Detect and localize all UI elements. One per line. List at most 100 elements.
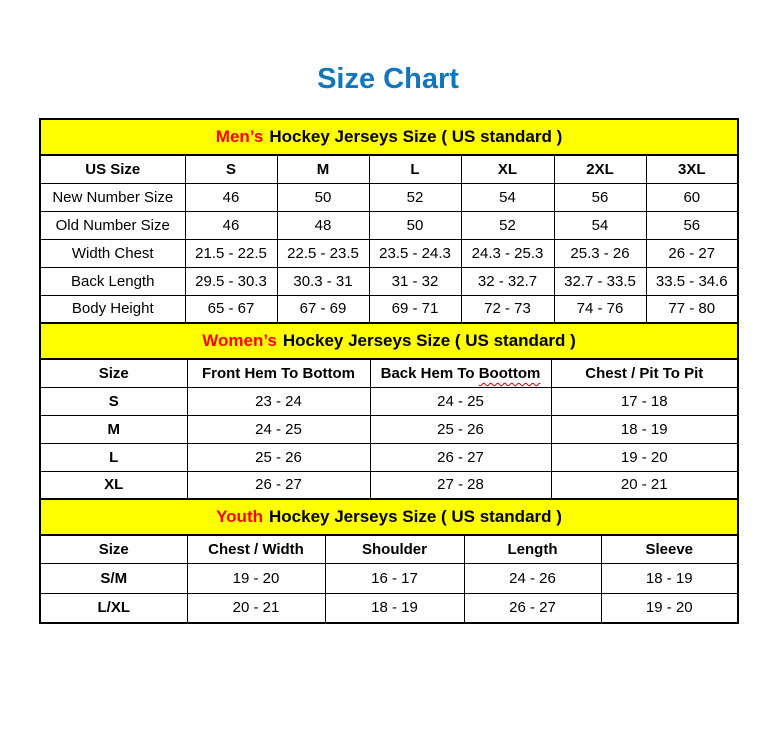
table-cell: 24 - 26 bbox=[463, 562, 602, 594]
misspelled-word: Boottom bbox=[478, 364, 541, 382]
row-label: Body Height bbox=[39, 294, 186, 324]
table-cell: 19 - 20 bbox=[600, 592, 739, 624]
table-cell: 26 - 27 bbox=[463, 592, 602, 624]
youth-section-text: Hockey Jerseys Size ( US standard ) bbox=[269, 507, 562, 526]
table-cell: 33.5 - 34.6 bbox=[645, 266, 739, 296]
table-cell: 74 - 76 bbox=[553, 294, 647, 324]
table-cell: 50 bbox=[368, 210, 462, 240]
table-cell: 24 - 25 bbox=[186, 414, 371, 444]
column-header: Chest / Pit To Pit bbox=[550, 358, 739, 388]
mens-size-table: Men’s Hockey Jerseys Size ( US standard )… bbox=[38, 118, 740, 324]
row-label: L/XL bbox=[39, 592, 188, 624]
table-row: Old Number Size 46 48 50 52 54 56 bbox=[39, 210, 739, 240]
table-cell: 26 - 27 bbox=[645, 238, 739, 268]
table-cell: 26 - 27 bbox=[369, 442, 552, 472]
table-row: S 23 - 24 24 - 25 17 - 18 bbox=[39, 386, 739, 416]
table-cell: 25 - 26 bbox=[186, 442, 371, 472]
table-cell: 16 - 17 bbox=[324, 562, 465, 594]
row-label: XL bbox=[39, 470, 188, 500]
table-cell: 46 bbox=[184, 210, 278, 240]
table-row: S/M 19 - 20 16 - 17 24 - 26 18 - 19 bbox=[39, 562, 739, 594]
table-cell: 21.5 - 22.5 bbox=[184, 238, 278, 268]
womens-section-text: Hockey Jerseys Size ( US standard ) bbox=[282, 331, 576, 350]
table-cell: 18 - 19 bbox=[324, 592, 465, 624]
table-cell: 77 - 80 bbox=[645, 294, 739, 324]
column-header: Sleeve bbox=[600, 534, 739, 564]
column-header: Chest / Width bbox=[186, 534, 326, 564]
column-header-misspelled: Back Hem To Boottom bbox=[369, 358, 552, 388]
column-header: Length bbox=[463, 534, 602, 564]
table-cell: 72 - 73 bbox=[460, 294, 555, 324]
womens-column-header-row: Size Front Hem To Bottom Back Hem To Boo… bbox=[39, 358, 739, 388]
table-cell: 26 - 27 bbox=[186, 470, 371, 500]
column-header: L bbox=[368, 154, 462, 184]
column-header: US Size bbox=[39, 154, 186, 184]
row-label: S/M bbox=[39, 562, 188, 594]
column-header: M bbox=[276, 154, 370, 184]
youth-section-header-cell: Youth Hockey Jerseys Size ( US standard ) bbox=[38, 498, 740, 536]
table-cell: 20 - 21 bbox=[550, 470, 739, 500]
womens-section-header: Women’s Hockey Jerseys Size ( US standard… bbox=[38, 322, 740, 360]
table-cell: 52 bbox=[460, 210, 555, 240]
column-header: 3XL bbox=[645, 154, 739, 184]
table-cell: 29.5 - 30.3 bbox=[184, 266, 278, 296]
table-cell: 24.3 - 25.3 bbox=[460, 238, 555, 268]
table-cell: 67 - 69 bbox=[276, 294, 370, 324]
mens-section-accent: Men’s bbox=[215, 127, 264, 146]
table-cell: 50 bbox=[276, 182, 370, 212]
table-cell: 48 bbox=[276, 210, 370, 240]
table-cell: 54 bbox=[553, 210, 647, 240]
table-cell: 23.5 - 24.3 bbox=[368, 238, 462, 268]
table-cell: 56 bbox=[645, 210, 739, 240]
womens-size-table: Women’s Hockey Jerseys Size ( US standard… bbox=[38, 322, 740, 500]
table-cell: 25.3 - 26 bbox=[553, 238, 647, 268]
row-label: L bbox=[39, 442, 188, 472]
table-cell: 25 - 26 bbox=[369, 414, 552, 444]
row-label: Back Length bbox=[39, 266, 186, 296]
table-row: XL 26 - 27 27 - 28 20 - 21 bbox=[39, 470, 739, 500]
mens-section-header: Men’s Hockey Jerseys Size ( US standard ) bbox=[38, 118, 740, 156]
table-cell: 17 - 18 bbox=[550, 386, 739, 416]
page-title: Size Chart bbox=[317, 63, 459, 95]
table-cell: 31 - 32 bbox=[368, 266, 462, 296]
column-header-text: Back Hem To bbox=[380, 364, 475, 382]
table-cell: 23 - 24 bbox=[186, 386, 371, 416]
column-header: Size bbox=[39, 534, 188, 564]
row-label: New Number Size bbox=[39, 182, 186, 212]
table-cell: 19 - 20 bbox=[550, 442, 739, 472]
youth-size-table: Youth Hockey Jerseys Size ( US standard )… bbox=[38, 498, 740, 624]
womens-section-accent: Women’s bbox=[202, 331, 277, 350]
column-header: Size bbox=[39, 358, 188, 388]
table-row: L 25 - 26 26 - 27 19 - 20 bbox=[39, 442, 739, 472]
table-cell: 56 bbox=[553, 182, 647, 212]
column-header: 2XL bbox=[553, 154, 647, 184]
table-row: Back Length 29.5 - 30.3 30.3 - 31 31 - 3… bbox=[39, 266, 739, 296]
column-header: Front Hem To Bottom bbox=[186, 358, 371, 388]
row-label: Old Number Size bbox=[39, 210, 186, 240]
table-cell: 18 - 19 bbox=[600, 562, 739, 594]
table-cell: 22.5 - 23.5 bbox=[276, 238, 370, 268]
table-cell: 20 - 21 bbox=[186, 592, 326, 624]
table-row: New Number Size 46 50 52 54 56 60 bbox=[39, 182, 739, 212]
table-cell: 19 - 20 bbox=[186, 562, 326, 594]
table-row: Width Chest 21.5 - 22.5 22.5 - 23.5 23.5… bbox=[39, 238, 739, 268]
mens-column-header-row: US Size S M L XL 2XL 3XL bbox=[39, 154, 739, 184]
table-cell: 32 - 32.7 bbox=[460, 266, 555, 296]
youth-section-accent: Youth bbox=[216, 507, 263, 526]
mens-section-header-cell: Men’s Hockey Jerseys Size ( US standard ) bbox=[38, 118, 740, 156]
table-cell: 24 - 25 bbox=[369, 386, 552, 416]
row-label: S bbox=[39, 386, 188, 416]
table-cell: 65 - 67 bbox=[184, 294, 278, 324]
table-cell: 60 bbox=[645, 182, 739, 212]
youth-section-header: Youth Hockey Jerseys Size ( US standard ) bbox=[38, 498, 740, 536]
row-label: Width Chest bbox=[39, 238, 186, 268]
table-row: L/XL 20 - 21 18 - 19 26 - 27 19 - 20 bbox=[39, 592, 739, 624]
table-row: Body Height 65 - 67 67 - 69 69 - 71 72 -… bbox=[39, 294, 739, 324]
column-header: XL bbox=[460, 154, 555, 184]
table-row: M 24 - 25 25 - 26 18 - 19 bbox=[39, 414, 739, 444]
table-cell: 27 - 28 bbox=[369, 470, 552, 500]
column-header: Shoulder bbox=[324, 534, 465, 564]
table-cell: 54 bbox=[460, 182, 555, 212]
table-cell: 32.7 - 33.5 bbox=[553, 266, 647, 296]
column-header: S bbox=[184, 154, 278, 184]
